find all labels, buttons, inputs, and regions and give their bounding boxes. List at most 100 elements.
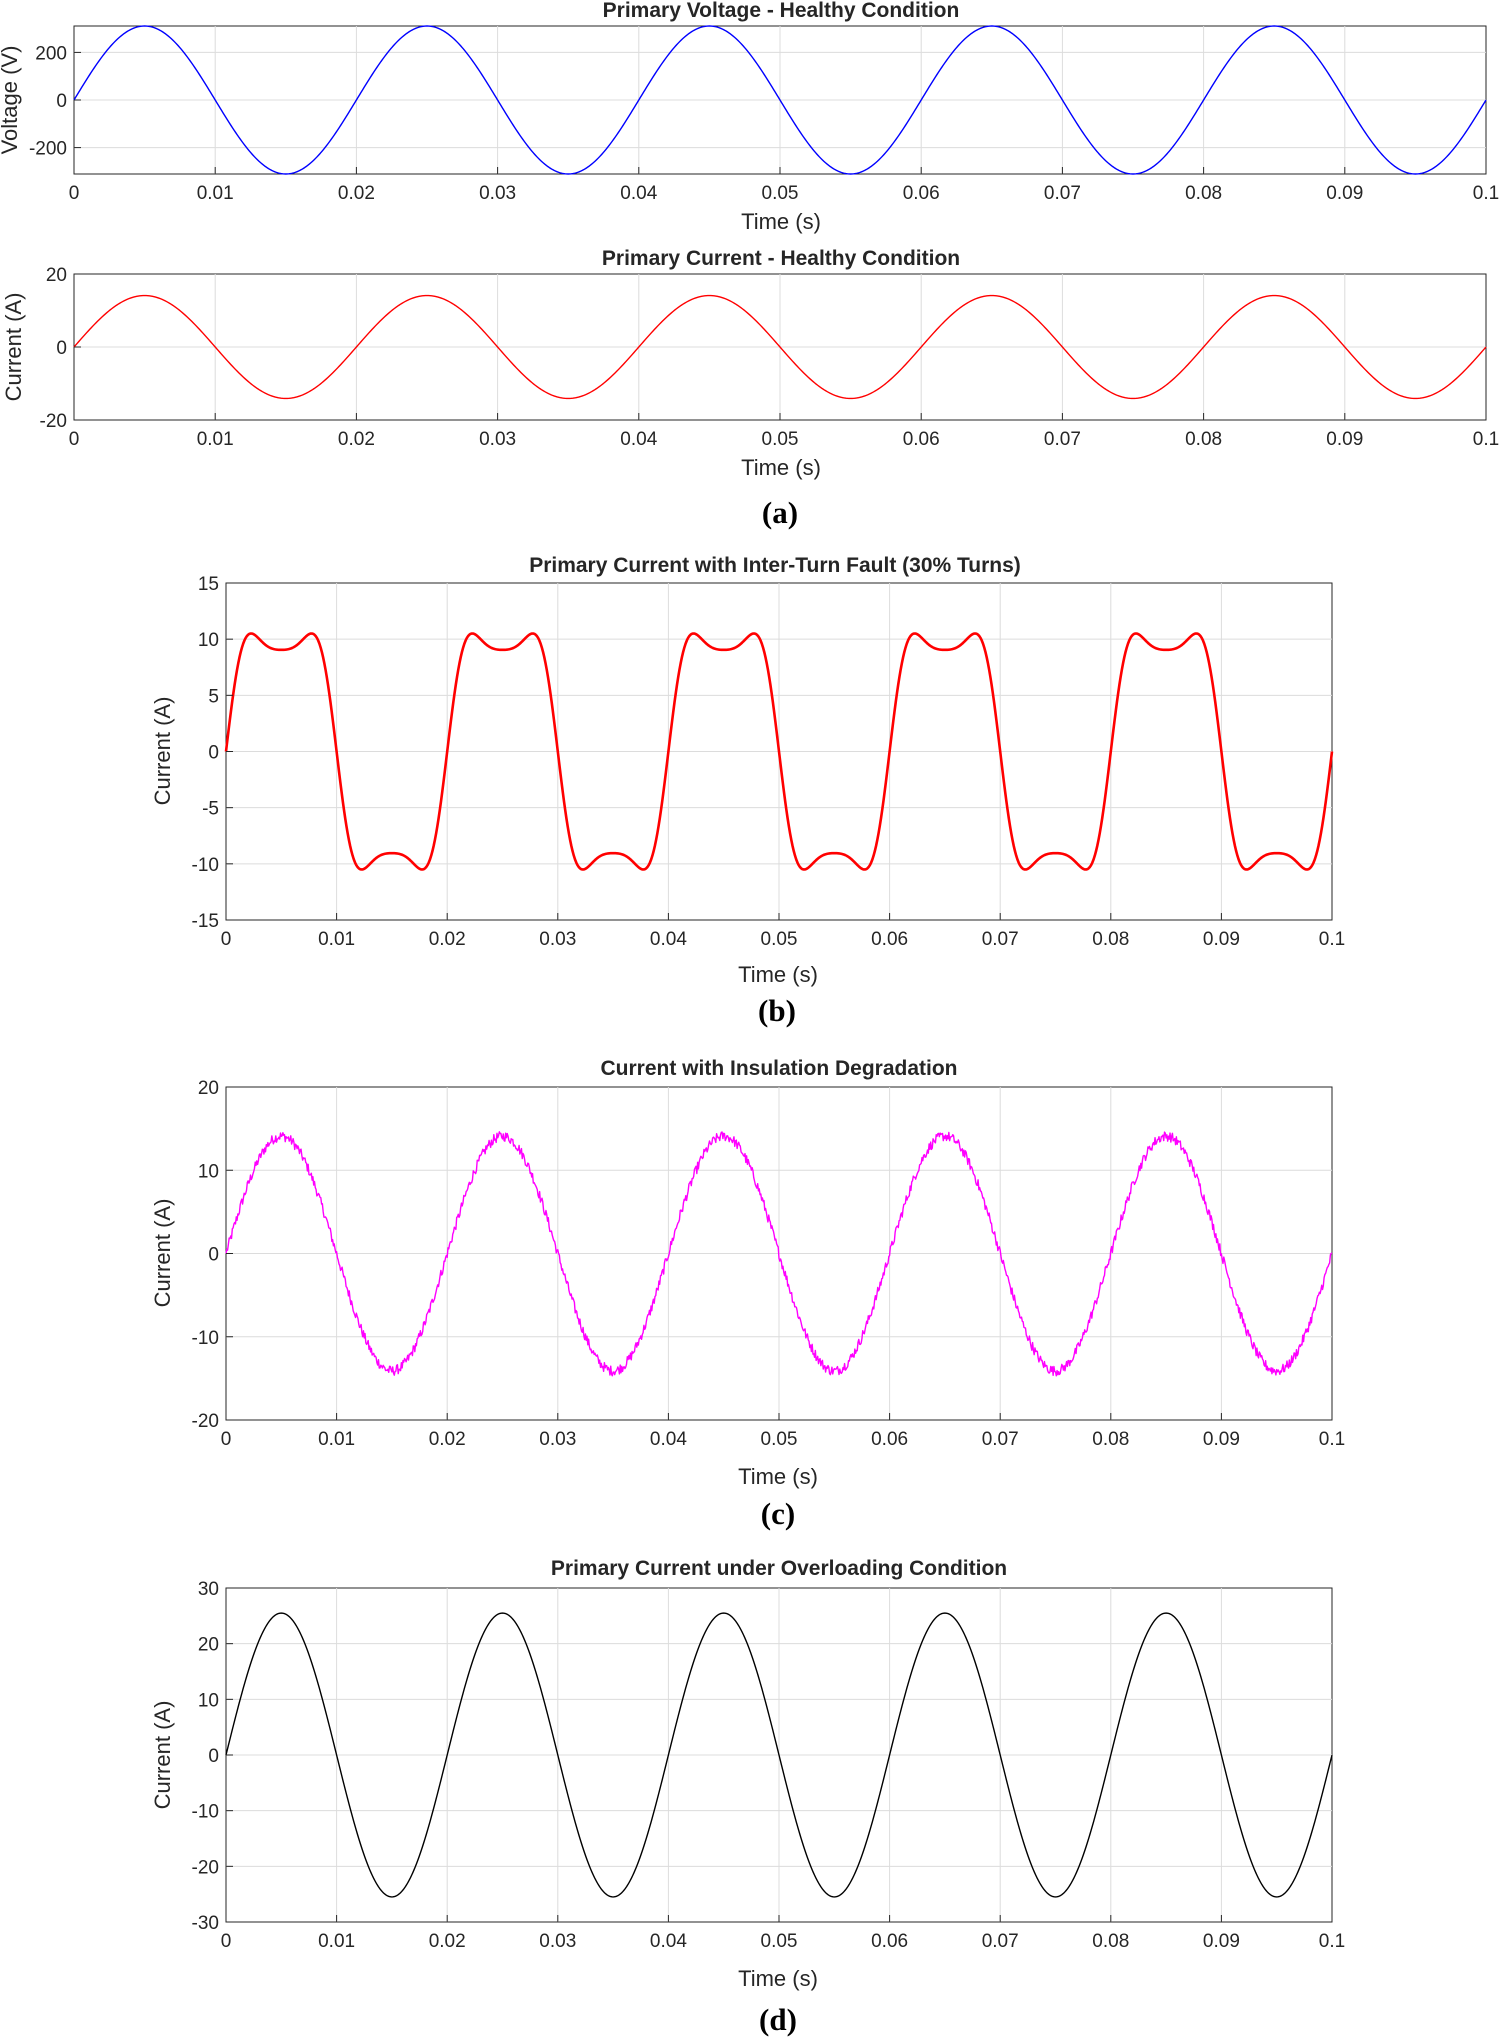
- y-tick-label: -5: [202, 799, 219, 820]
- y-tick-label: -10: [192, 1328, 219, 1349]
- x-axis-label: Time (s): [738, 962, 818, 987]
- y-tick-label: 30: [198, 1579, 219, 1600]
- y-axis-label: Current (A): [1, 293, 26, 402]
- series-line-faulted-current: [224, 632, 1334, 871]
- x-tick-label: 0.07: [982, 1429, 1019, 1450]
- y-tick-label: -20: [192, 1857, 219, 1878]
- y-axis-label: Voltage (V): [0, 46, 22, 155]
- x-tick-label: 0.1: [1319, 1429, 1345, 1450]
- x-tick-label: 0: [69, 429, 80, 450]
- series-line-overload-current: [225, 1612, 1333, 1898]
- x-tick-label: 0.02: [338, 429, 375, 450]
- plot-area-current-inter-turn-fault: 0 0.01 0.02 0.03 0.04 0.05 0.06 0.07 0.08 0.09 0.1…: [192, 574, 1346, 950]
- x-tick-label: 0.05: [761, 1429, 798, 1450]
- y-tick-label: 20: [198, 1635, 219, 1656]
- caption-a: (a): [762, 495, 798, 530]
- y-axis-label: Current (A): [150, 697, 175, 806]
- y-tick-label: 10: [198, 630, 219, 651]
- y-tick-label: -10: [192, 855, 219, 876]
- x-tick-label: 0: [221, 1429, 232, 1450]
- x-axis-label: Time (s): [738, 1464, 818, 1489]
- x-tick-label: 0.1: [1473, 183, 1499, 204]
- series-line-primary-current: [73, 294, 1487, 400]
- x-tick-label: 0: [69, 183, 80, 204]
- y-tick-label: 0: [56, 338, 67, 359]
- x-tick-label: 0.09: [1203, 1429, 1240, 1450]
- caption-d: (d): [759, 2002, 797, 2037]
- series-line-primary-voltage: [73, 25, 1487, 175]
- x-tick-label: 0.03: [539, 929, 576, 950]
- y-tick-label: -20: [192, 1411, 219, 1432]
- x-tick-label: 0.1: [1473, 429, 1499, 450]
- chart-title: Primary Voltage - Healthy Condition: [603, 0, 960, 22]
- x-tick-label: 0.01: [197, 429, 234, 450]
- chart-title: Primary Current with Inter-Turn Fault (3…: [529, 554, 1021, 577]
- x-tick-label: 0.02: [338, 183, 375, 204]
- x-tick-label: 0.05: [762, 429, 799, 450]
- x-tick-label: 0.03: [539, 1429, 576, 1450]
- x-tick-label: 0.04: [650, 1429, 687, 1450]
- x-tick-label: 0.08: [1092, 929, 1129, 950]
- y-axis-label: Current (A): [150, 1701, 175, 1810]
- y-axis-label: Current (A): [150, 1199, 175, 1308]
- y-tick-label: -30: [192, 1913, 219, 1934]
- x-tick-label: 0.06: [871, 1429, 908, 1450]
- x-tick-label: 0.03: [479, 183, 516, 204]
- caption-c: (c): [761, 1496, 795, 1531]
- x-tick-label: 0.04: [650, 929, 687, 950]
- x-tick-label: 0: [221, 929, 232, 950]
- x-tick-label: 0.08: [1185, 183, 1222, 204]
- x-tick-label: 0.02: [429, 929, 466, 950]
- x-tick-label: 0.01: [318, 1931, 355, 1952]
- chart-title: Primary Current - Healthy Condition: [602, 247, 960, 270]
- x-tick-label: 0.07: [1044, 429, 1081, 450]
- x-tick-label: 0.04: [650, 1931, 687, 1952]
- x-tick-label: 0.08: [1185, 429, 1222, 450]
- chart-title: Current with Insulation Degradation: [600, 1057, 957, 1080]
- x-tick-label: 0.05: [761, 1931, 798, 1952]
- x-tick-label: 0.01: [318, 1429, 355, 1450]
- plot-area-current-overloading: 0 0.01 0.02 0.03 0.04 0.05 0.06 0.07 0.08 0.09 0.1…: [192, 1579, 1346, 1952]
- x-tick-label: 0.05: [762, 183, 799, 204]
- y-tick-label: 0: [208, 1746, 219, 1767]
- x-tick-label: 0.08: [1092, 1429, 1129, 1450]
- y-tick-label: 20: [46, 265, 67, 286]
- x-tick-label: 0.09: [1203, 1931, 1240, 1952]
- x-tick-label: 0: [221, 1931, 232, 1952]
- panel-voltage-healthy: Primary Voltage - Healthy Condition 0 0.0…: [0, 0, 1499, 234]
- x-tick-label: 0.04: [620, 429, 657, 450]
- panel-current-overloading: Primary Current under Overloading Condit…: [150, 1557, 1345, 1991]
- y-tick-label: 20: [198, 1078, 219, 1099]
- x-tick-label: 0.06: [871, 1931, 908, 1952]
- x-tick-label: 0.09: [1326, 183, 1363, 204]
- series-line-degraded-current: [225, 1131, 1333, 1377]
- y-tick-label: 10: [198, 1690, 219, 1711]
- y-tick-label: -15: [192, 911, 219, 932]
- chart-title: Primary Current under Overloading Condit…: [551, 1557, 1007, 1580]
- y-tick-label: -200: [29, 139, 67, 160]
- x-tick-label: 0.06: [871, 929, 908, 950]
- x-tick-label: 0.07: [982, 1931, 1019, 1952]
- x-tick-label: 0.03: [539, 1931, 576, 1952]
- plot-area-current-insulation-degradation: 0 0.01 0.02 0.03 0.04 0.05 0.06 0.07 0.08 0.09 0.1…: [192, 1078, 1346, 1450]
- y-tick-label: 0: [208, 1245, 219, 1266]
- y-tick-label: 0: [56, 91, 67, 112]
- x-tick-label: 0.1: [1319, 1931, 1345, 1952]
- x-axis-label: Time (s): [741, 455, 821, 480]
- x-axis-label: Time (s): [741, 209, 821, 234]
- x-tick-label: 0.04: [620, 183, 657, 204]
- y-tick-label: 0: [208, 743, 219, 764]
- x-tick-label: 0.07: [1044, 183, 1081, 204]
- x-tick-label: 0.02: [429, 1931, 466, 1952]
- y-tick-label: 200: [35, 43, 67, 64]
- x-tick-label: 0.06: [903, 183, 940, 204]
- x-tick-label: 0.01: [197, 183, 234, 204]
- panel-current-inter-turn-fault: Primary Current with Inter-Turn Fault (3…: [150, 554, 1345, 987]
- x-tick-label: 0.07: [982, 929, 1019, 950]
- x-tick-label: 0.01: [318, 929, 355, 950]
- x-tick-label: 0.02: [429, 1429, 466, 1450]
- y-tick-label: 15: [198, 574, 219, 595]
- x-tick-label: 0.1: [1319, 929, 1345, 950]
- caption-b: (b): [758, 993, 796, 1028]
